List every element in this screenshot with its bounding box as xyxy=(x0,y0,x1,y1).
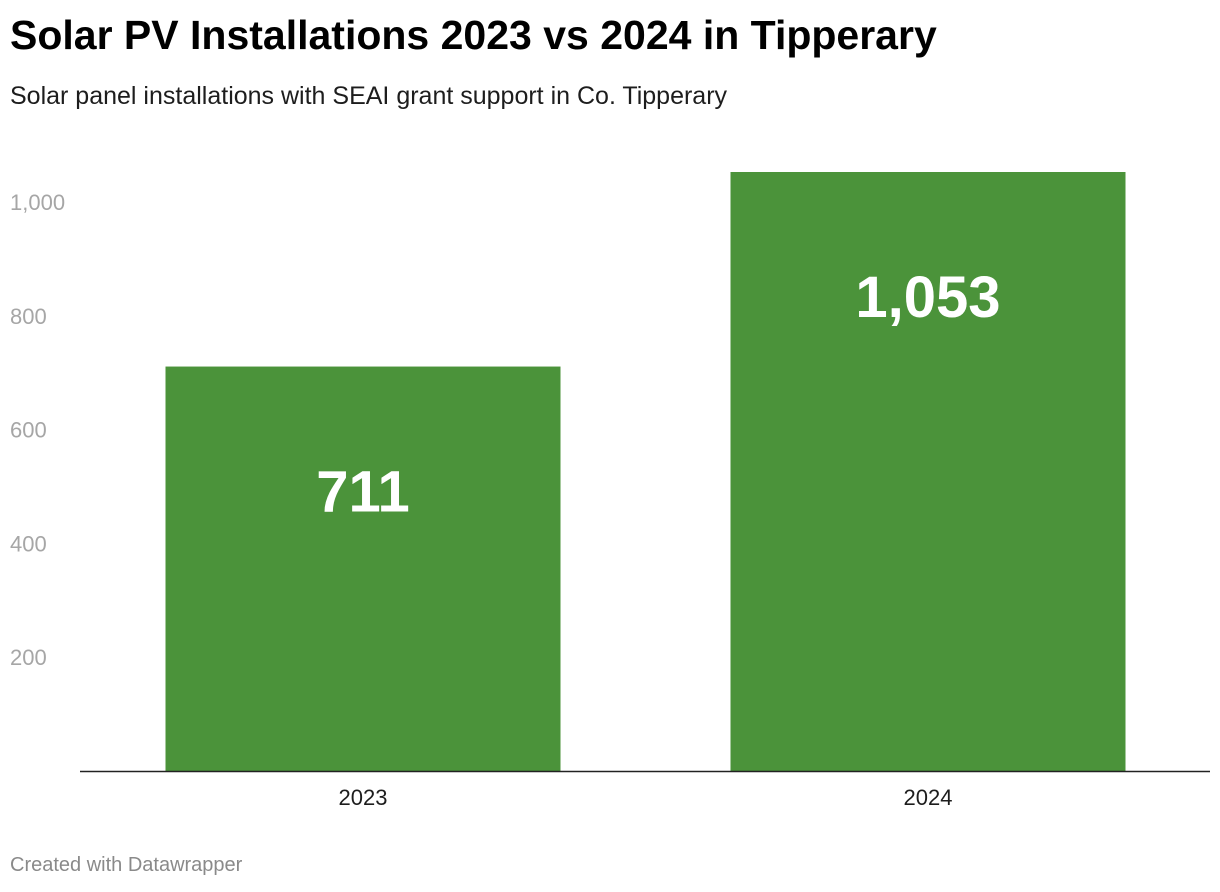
bar-2023 xyxy=(165,366,561,771)
chart-subtitle: Solar panel installations with SEAI gran… xyxy=(10,82,728,110)
bar-value-label: 1,053 xyxy=(855,265,1000,330)
x-category-label: 2024 xyxy=(904,785,953,810)
datawrapper-credit: Created with Datawrapper xyxy=(10,854,243,876)
x-category-label: 2023 xyxy=(339,785,388,810)
bar-value-label: 711 xyxy=(316,460,410,525)
bar-2024 xyxy=(730,172,1126,771)
y-tick-label: 800 xyxy=(10,304,47,329)
y-tick-label: 200 xyxy=(10,645,47,670)
chart-title: Solar PV Installations 2023 vs 2024 in T… xyxy=(10,12,937,58)
y-tick-label: 1,000 xyxy=(10,190,65,215)
y-tick-label: 600 xyxy=(10,418,47,443)
y-tick-label: 400 xyxy=(10,531,47,556)
